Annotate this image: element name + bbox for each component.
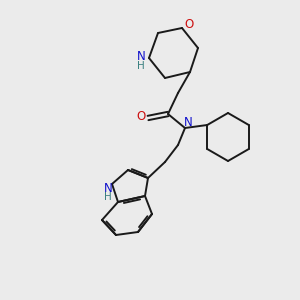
Text: N: N — [103, 182, 112, 196]
Text: O: O — [136, 110, 146, 124]
Text: N: N — [184, 116, 192, 130]
Text: N: N — [136, 50, 146, 62]
Text: H: H — [104, 192, 112, 202]
Text: O: O — [184, 17, 194, 31]
Text: H: H — [137, 61, 145, 71]
